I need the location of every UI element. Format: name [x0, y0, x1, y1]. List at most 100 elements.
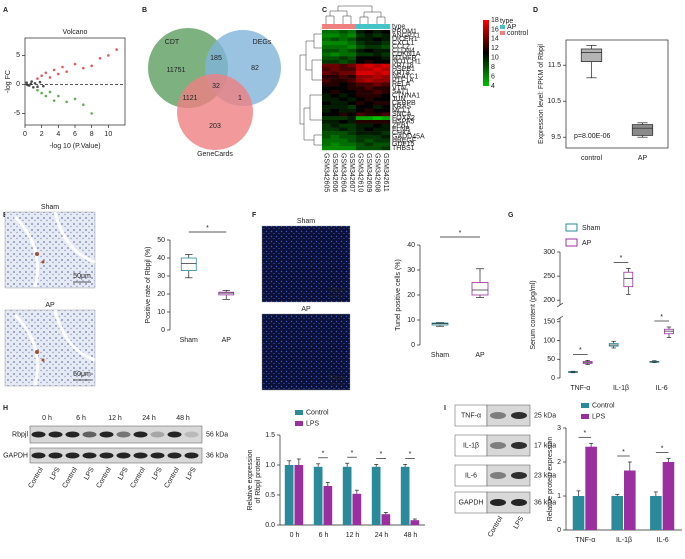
heatmap-cell	[347, 120, 357, 124]
stain	[35, 350, 39, 354]
point	[48, 90, 52, 94]
y-tick-label: 40	[407, 242, 415, 249]
heatmap-cell	[339, 116, 348, 121]
blot-row-label: GAPDH	[459, 499, 484, 506]
box	[623, 271, 634, 288]
micrograph	[261, 225, 351, 303]
heatmap-cell	[347, 75, 357, 79]
heatmap-cell	[373, 30, 382, 34]
y-tick-label: 0	[557, 527, 561, 534]
heatmap-cell	[347, 142, 357, 147]
legend-label: Sham	[582, 225, 600, 232]
heatmap-cell	[330, 63, 340, 68]
bar	[400, 466, 410, 525]
heatmap-cell	[373, 71, 382, 76]
heatmap-cell	[381, 112, 391, 117]
point	[40, 74, 43, 77]
blot-band	[99, 452, 114, 459]
heatmap-cell	[356, 112, 365, 117]
heatmap-cell	[339, 108, 348, 113]
heatmap-cell	[330, 33, 340, 38]
row-label: VTN	[392, 85, 406, 92]
heatmap-cell	[330, 116, 340, 121]
y-tick-label: 250	[543, 273, 555, 280]
colorbar-tick-label: 4	[491, 83, 495, 90]
y-tick-label: 5	[16, 52, 20, 59]
heatmap-cell	[356, 63, 365, 68]
heatmap-cell	[373, 41, 382, 46]
x-tick-label: AP	[475, 352, 485, 359]
heatmap-cell	[330, 86, 340, 91]
bar	[611, 496, 623, 530]
time-label: 48 h	[176, 415, 190, 422]
heatmap-cell	[322, 127, 331, 132]
lane-label: LPS	[513, 515, 526, 530]
heatmap-cell	[330, 67, 340, 72]
heatmap-cell	[339, 101, 348, 106]
heatmap-cell	[339, 82, 348, 87]
point	[82, 66, 85, 70]
heatmap-cell	[322, 48, 331, 53]
x-tick-label: AP	[222, 337, 232, 344]
y-axis-label: Serum content (pg/ml)	[530, 280, 537, 349]
blot-band	[31, 452, 46, 459]
heatmap-cell	[330, 101, 340, 106]
bar	[572, 496, 585, 530]
heatmap-cell	[364, 56, 374, 61]
point	[65, 100, 68, 104]
significance-star: *	[206, 225, 209, 232]
heatmap-cell	[373, 75, 382, 79]
heatmap-cell	[381, 63, 391, 68]
heatmap-cell	[381, 30, 391, 34]
heatmap-cell	[381, 90, 391, 94]
heatmap-cell	[364, 142, 374, 147]
heatmap-cell	[373, 63, 382, 68]
plot-frame	[565, 39, 669, 149]
blot-band	[511, 472, 527, 479]
heatmap-cell	[364, 82, 374, 87]
heatmap-cell	[373, 116, 382, 121]
heatmap-cell	[330, 131, 340, 136]
box	[218, 291, 235, 296]
point	[52, 68, 56, 72]
bar	[624, 470, 636, 530]
blot-band	[511, 499, 527, 506]
heatmap-cell	[339, 123, 348, 128]
heatmap-cell	[356, 41, 365, 46]
y-tick-label: 10.5	[547, 98, 561, 105]
heatmap-cell	[347, 48, 357, 53]
time-label: 24 h	[142, 415, 156, 422]
bar	[294, 465, 304, 525]
heatmap-cell	[339, 142, 348, 147]
point	[52, 99, 56, 102]
blot-band	[150, 452, 165, 459]
heatmap-cell	[339, 67, 348, 72]
heatmap-cell	[373, 56, 382, 61]
point	[61, 65, 64, 69]
y-tick-label: 0	[16, 81, 20, 88]
box	[631, 124, 654, 136]
heatmap-cell	[322, 41, 331, 46]
bar	[410, 520, 420, 525]
heatmap-cell	[364, 93, 374, 98]
row-label: CLDN4	[392, 47, 415, 54]
heatmap-cell	[339, 30, 348, 34]
y-tick-label: 1.5	[265, 432, 275, 439]
heatmap-cell	[330, 90, 340, 94]
heatmap-cell	[339, 93, 348, 98]
heatmap-cell	[330, 56, 340, 61]
heatmap-cell	[339, 60, 348, 64]
row-label: CDKN1A	[392, 51, 421, 58]
heatmap-cell	[330, 127, 340, 132]
group-bar-label: type	[392, 23, 405, 30]
blot-band	[82, 431, 97, 438]
axis-break	[556, 302, 564, 308]
blot-band	[511, 412, 527, 419]
heatmap-cell	[322, 86, 331, 91]
row-label: CHKA	[392, 130, 412, 137]
blot-row-label: Rbpjl	[12, 431, 28, 438]
heatmap-cell	[364, 60, 374, 64]
y-tick-label: 20	[407, 292, 415, 299]
venn-count: 32	[212, 83, 220, 90]
lane-label: Control	[487, 515, 505, 538]
